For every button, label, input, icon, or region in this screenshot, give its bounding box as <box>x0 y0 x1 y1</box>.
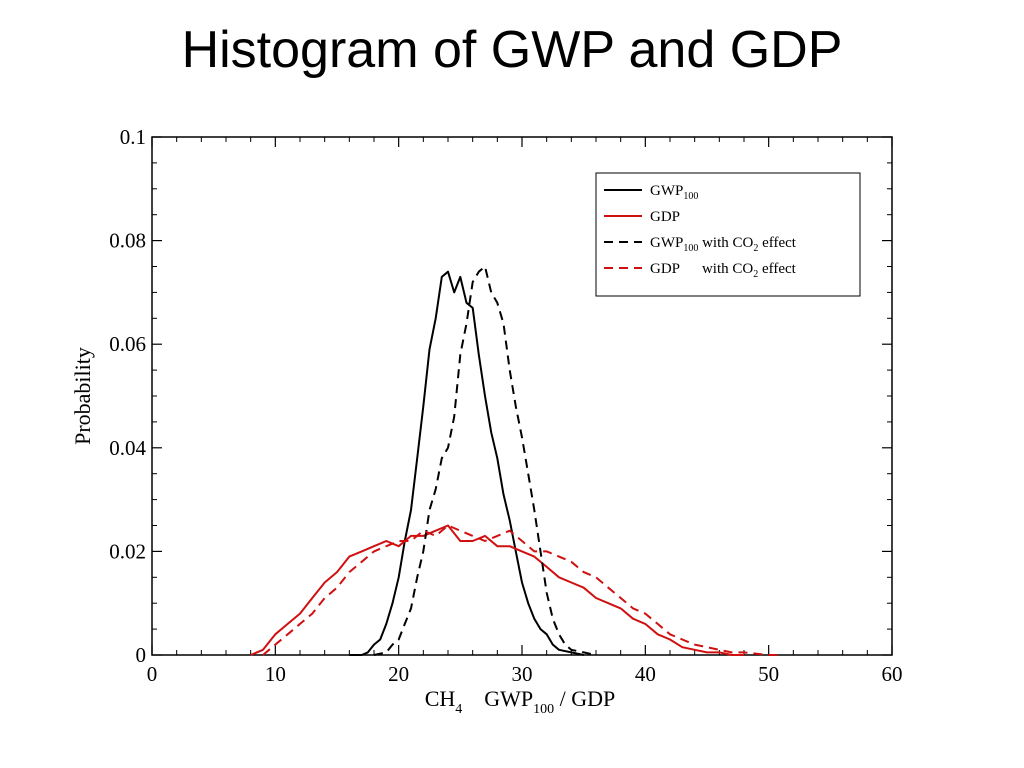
slide-title: Histogram of GWP and GDP <box>181 21 843 79</box>
x-axis-label-main-sub: 100 <box>533 702 554 717</box>
y-tick-label: 0 <box>136 643 147 667</box>
y-tick-label: 0.1 <box>120 125 146 149</box>
x-tick-label: 50 <box>758 662 779 686</box>
x-axis-label-prefix: CH <box>425 686 456 711</box>
x-axis-label-prefix-sub: 4 <box>455 702 462 717</box>
legend-box <box>595 172 861 297</box>
axis-ticks <box>151 136 893 656</box>
x-axis-label: CH4 GWP100 / GDP <box>425 686 616 717</box>
x-axis-label-main: GWP <box>484 686 533 711</box>
series-line-2 <box>250 524 744 656</box>
y-tick-label: 0.06 <box>109 332 146 356</box>
legend-label-1: GWP100 <box>650 183 698 202</box>
x-tick-label: 30 <box>512 662 533 686</box>
y-tick-label: 0.04 <box>109 436 146 460</box>
series-line-4 <box>262 524 781 656</box>
legend-label-4: GDP with CO2 effect <box>650 261 797 280</box>
legend-label-3: GWP100 with CO2 effect <box>650 235 797 254</box>
y-tick-label: 0.02 <box>109 539 146 563</box>
y-axis-label: Probability <box>70 347 95 445</box>
x-tick-label: 20 <box>388 662 409 686</box>
series-line-3 <box>373 265 597 656</box>
y-tick-label: 0.08 <box>109 229 146 253</box>
x-tick-label: 60 <box>882 662 903 686</box>
tick-labels: 0 10 20 30 40 50 60 0 0.02 0.04 0.06 0.08 0.1 <box>109 125 902 686</box>
legend-label-2: GDP <box>650 209 680 225</box>
x-tick-label: 0 <box>147 662 158 686</box>
x-axis-label-suffix: / GDP <box>554 686 615 711</box>
x-tick-label: 40 <box>635 662 656 686</box>
legend: GWP100 GDP GWP100 with CO2 effect GDP with … <box>595 172 861 297</box>
series-layer <box>250 265 781 656</box>
series-line-1 <box>349 270 584 656</box>
x-tick-label: 10 <box>265 662 286 686</box>
